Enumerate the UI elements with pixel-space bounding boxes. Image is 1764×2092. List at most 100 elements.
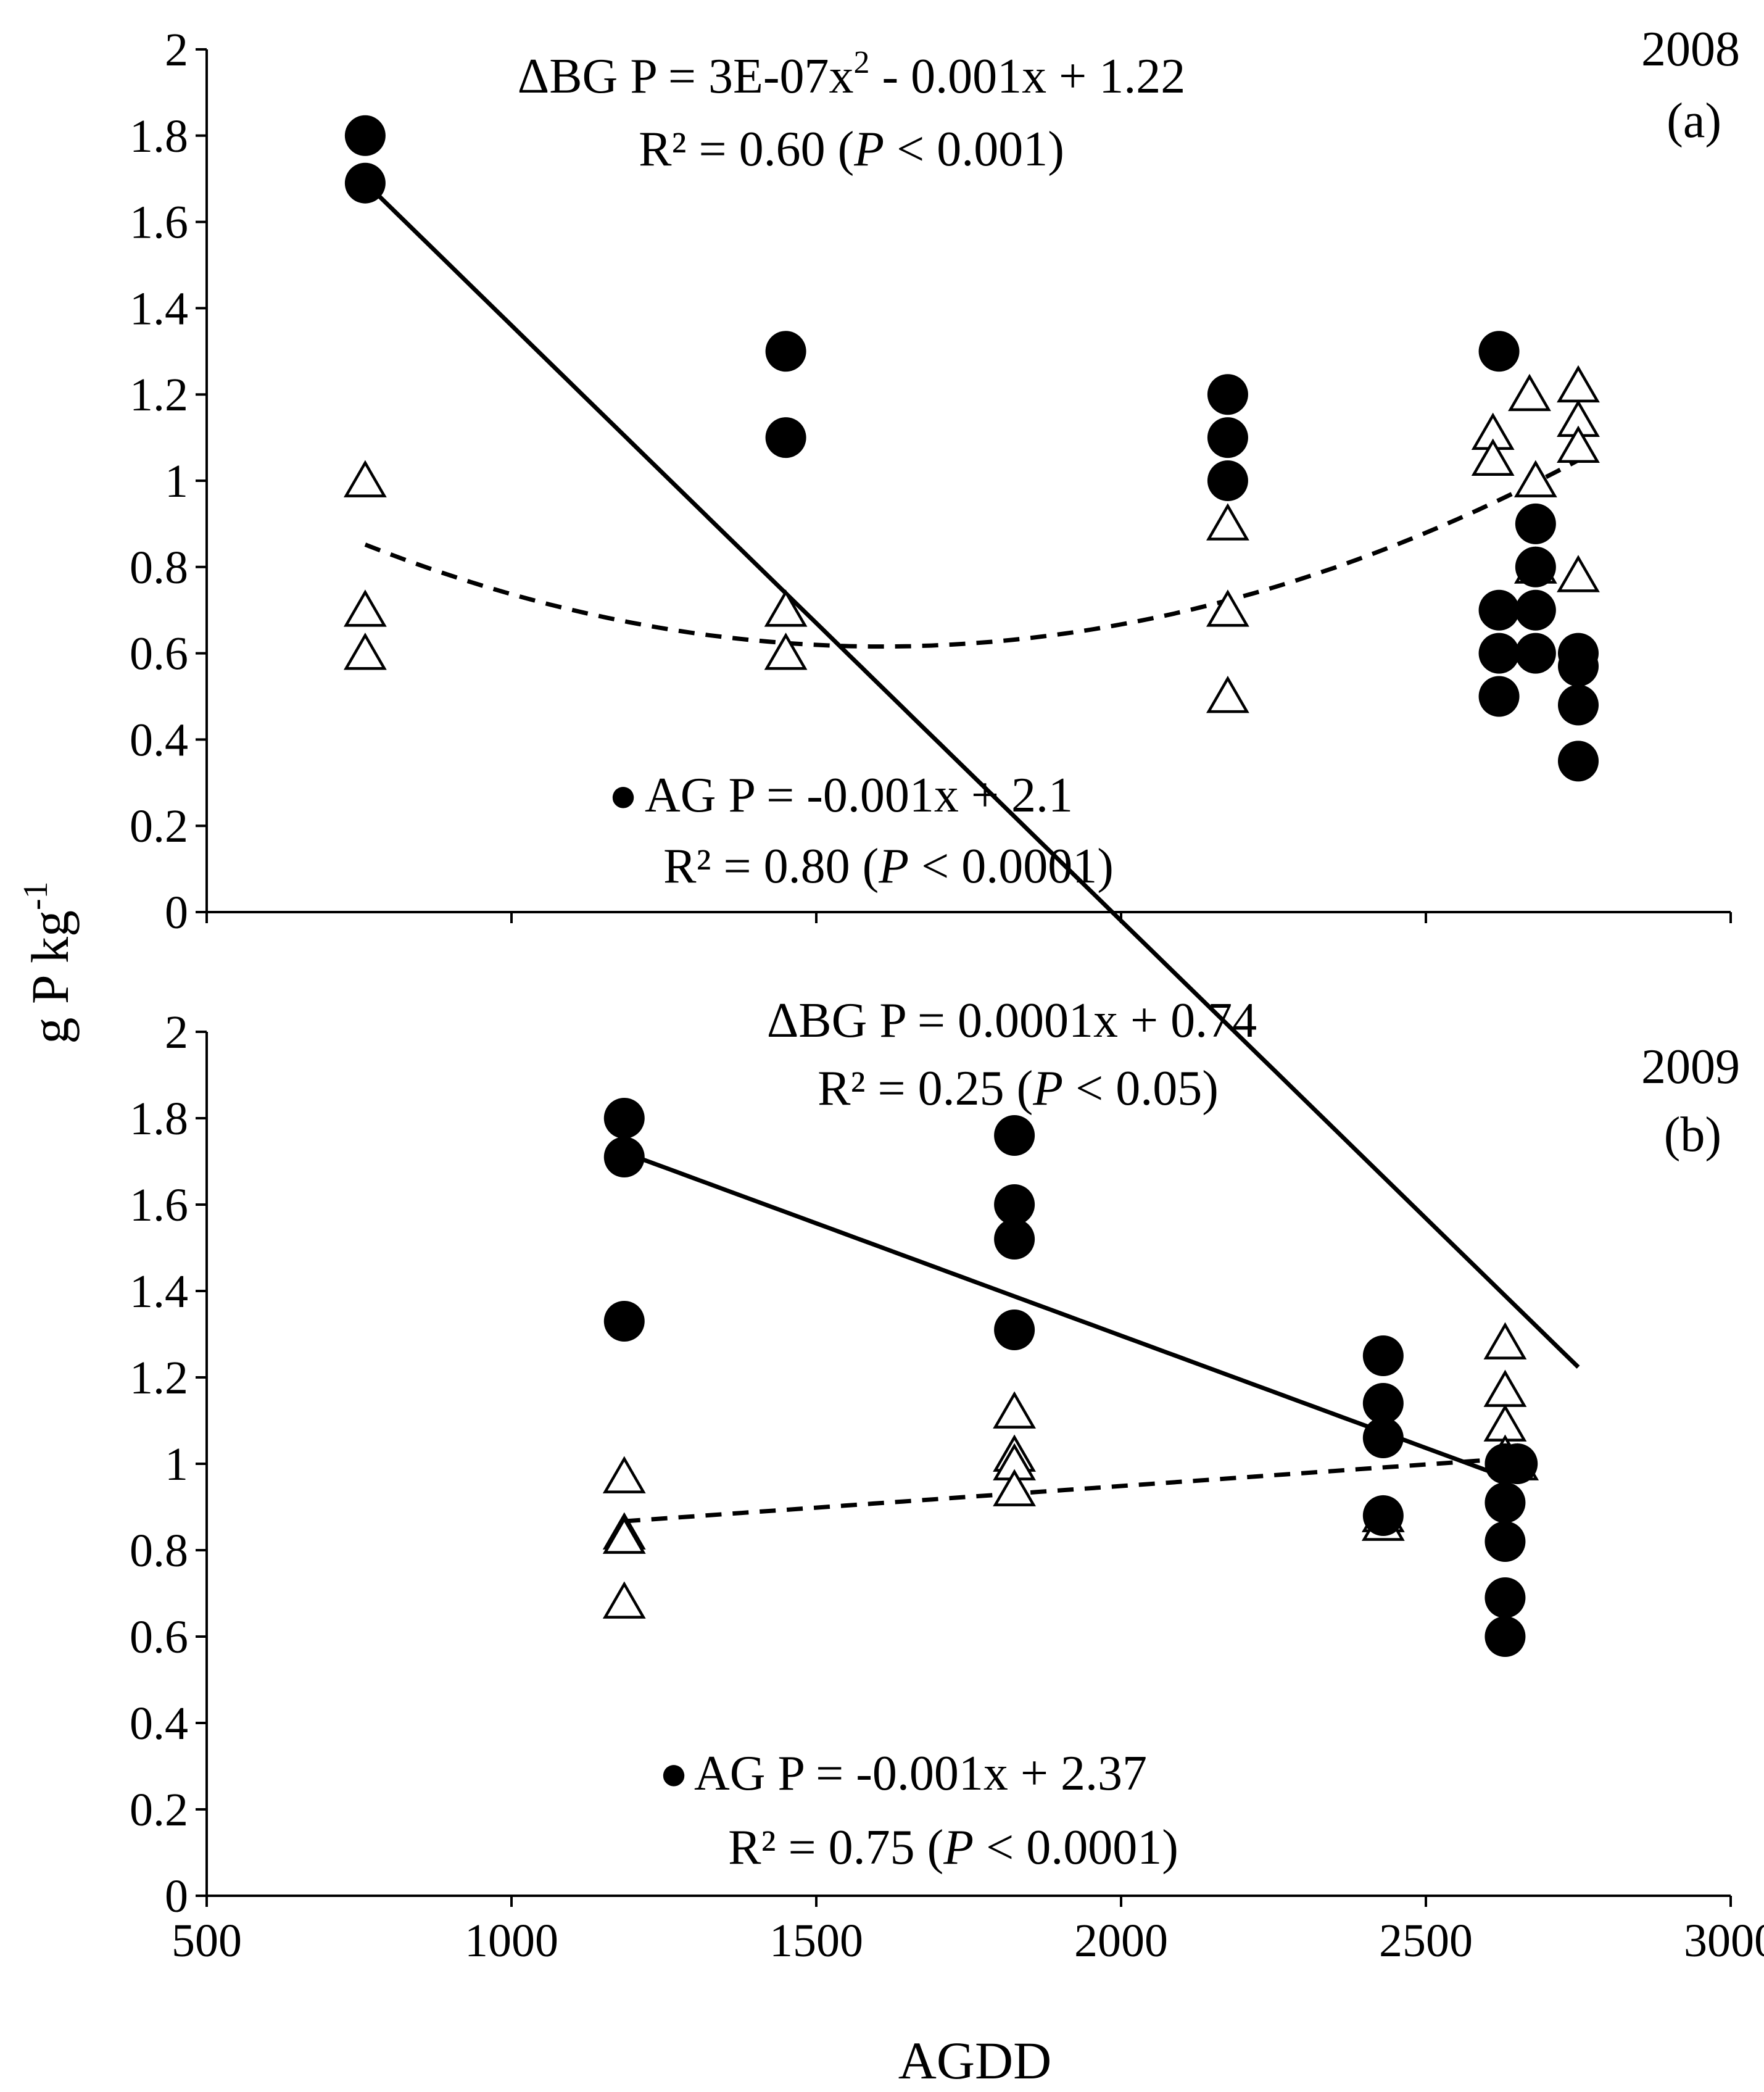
ag-r2-prefix-b: R² = 0.75 ( (728, 1820, 943, 1875)
y-tick-label: 1.6 (130, 197, 188, 249)
bg-r2-b: R² = 0.25 (P < 0.05) (818, 1061, 1219, 1116)
ag-r2-italic-a: P (878, 839, 909, 894)
bg-equation-b: ΔBG P = 0.0001x + 0.74 (767, 994, 1257, 1048)
ag-point (765, 417, 806, 459)
y-tick-label: 2 (165, 1007, 188, 1058)
ag-point (994, 1219, 1035, 1260)
ag-point (1478, 331, 1520, 372)
bg-point (764, 633, 808, 670)
bg-point (1557, 425, 1600, 463)
ag-point (344, 162, 386, 204)
ag-point (1478, 676, 1520, 717)
ag-point (603, 1137, 645, 1177)
ag-r2-suffix-a: < 0.0001) (909, 839, 1114, 894)
bg-trendline (364, 458, 1580, 649)
ag-point (1207, 374, 1248, 415)
y-axis-title-sup: -1 (17, 881, 55, 910)
bg-point (1513, 460, 1557, 497)
y-tick-label: 0.2 (130, 800, 188, 852)
y-tick-label: 1 (165, 455, 188, 507)
y-tick-label: 1.8 (130, 1093, 188, 1145)
x-tick-label: 2000 (1074, 1915, 1168, 1967)
y-tick-label: 1 (165, 1438, 188, 1490)
y-tick-label: 0.2 (130, 1784, 188, 1836)
ag-point (1362, 1335, 1404, 1376)
bg-eq-sup-a: 2 (853, 45, 869, 80)
panel-letter-a: (a) (1667, 94, 1721, 148)
y-tick-label: 0 (165, 887, 188, 939)
bg-trendline (624, 1456, 1505, 1524)
x-tick-label: 1000 (465, 1915, 558, 1967)
y-tick-label: 0.4 (130, 1698, 188, 1750)
y-tick-label: 0.6 (130, 1611, 188, 1663)
ag-trendline (623, 1150, 1506, 1479)
ag-point (1558, 645, 1599, 687)
bg-point (1483, 1322, 1527, 1359)
ag-point (344, 115, 386, 156)
ag-point (603, 1098, 645, 1139)
ag-point (1558, 684, 1599, 726)
bg-point (1557, 555, 1600, 592)
x-tick-label: 3000 (1684, 1915, 1764, 1967)
bg-r2-prefix-b: R² = 0.25 ( (818, 1061, 1033, 1116)
ag-point (994, 1115, 1035, 1156)
fit-lines-b (623, 1150, 1506, 1524)
y-tick-label: 0.4 (130, 714, 188, 766)
bg-equation-a: ΔBG P = 3E-07x2 - 0.001x + 1.22 (518, 45, 1186, 104)
bg-point (993, 1469, 1036, 1506)
ag-r2-italic-b: P (943, 1820, 974, 1875)
bg-point (993, 1391, 1036, 1429)
bg-point (602, 1456, 646, 1493)
panel-year-a: 2008 (1641, 22, 1740, 77)
ag-equation-a: AG P = -0.001x + 2.1 (645, 768, 1073, 823)
ag-marker-a: ● (608, 768, 638, 823)
ag-point (1207, 417, 1248, 459)
axes-a: 0 0.2 0.4 0.6 0.8 1 1.2 1.4 1.6 1.8 2 (130, 24, 1732, 939)
ag-r2-a: R² = 0.80 (P < 0.0001) (663, 839, 1114, 894)
y-axis-title-main: g P kg (20, 910, 80, 1044)
ag-point (1484, 1616, 1526, 1657)
ag-point (1484, 1577, 1526, 1618)
y-tick-label: 1.4 (130, 283, 188, 334)
bg-point (1471, 438, 1515, 476)
y-tick-label: 0.8 (130, 1525, 188, 1577)
bg-point (343, 460, 387, 497)
bg-point (1483, 1369, 1527, 1407)
ag-point (765, 331, 806, 372)
ag-r2-prefix-a: R² = 0.80 ( (663, 839, 879, 894)
bg-point (1557, 365, 1600, 403)
ag-r2-suffix-b: < 0.0001) (974, 1820, 1178, 1875)
bg-r2-a: R² = 0.60 (P < 0.001) (639, 122, 1064, 176)
bg-point (764, 589, 808, 627)
ag-point (1362, 1495, 1404, 1536)
ag-trendline (363, 181, 1580, 1369)
bg-point (1508, 373, 1551, 412)
bg-point (1206, 589, 1249, 627)
panel-letter-b: (b) (1664, 1108, 1721, 1162)
x-tick-label: 2500 (1379, 1915, 1473, 1967)
ag-point (1484, 1521, 1526, 1562)
bg-eq-prefix-a: ΔBG P = 3E-07x (518, 49, 854, 104)
bg-point (602, 1581, 646, 1619)
bg-point (602, 1516, 646, 1554)
bg-r2-prefix-a: R² = 0.60 ( (639, 122, 854, 176)
ag-r2-b: R² = 0.75 (P < 0.0001) (728, 1820, 1178, 1875)
bg-r2-suffix-b: < 0.05) (1063, 1061, 1219, 1116)
ag-point (603, 1301, 645, 1342)
ag-point (1478, 589, 1520, 631)
y-tick-label: 0 (165, 1870, 188, 1922)
bg-point (1206, 503, 1249, 541)
ag-point (1362, 1383, 1404, 1424)
y-tick-label: 0.6 (130, 628, 188, 680)
bg-point (343, 589, 387, 627)
y-tick-label: 1.6 (130, 1179, 188, 1231)
data-points-b (602, 1098, 1539, 1657)
ag-point (1515, 503, 1556, 544)
y-tick-label: 0.8 (130, 542, 188, 594)
data-points-a (343, 115, 1600, 782)
ag-point (1207, 460, 1248, 501)
bg-r2-suffix-a: < 0.001) (884, 122, 1064, 176)
bg-point (343, 633, 387, 670)
